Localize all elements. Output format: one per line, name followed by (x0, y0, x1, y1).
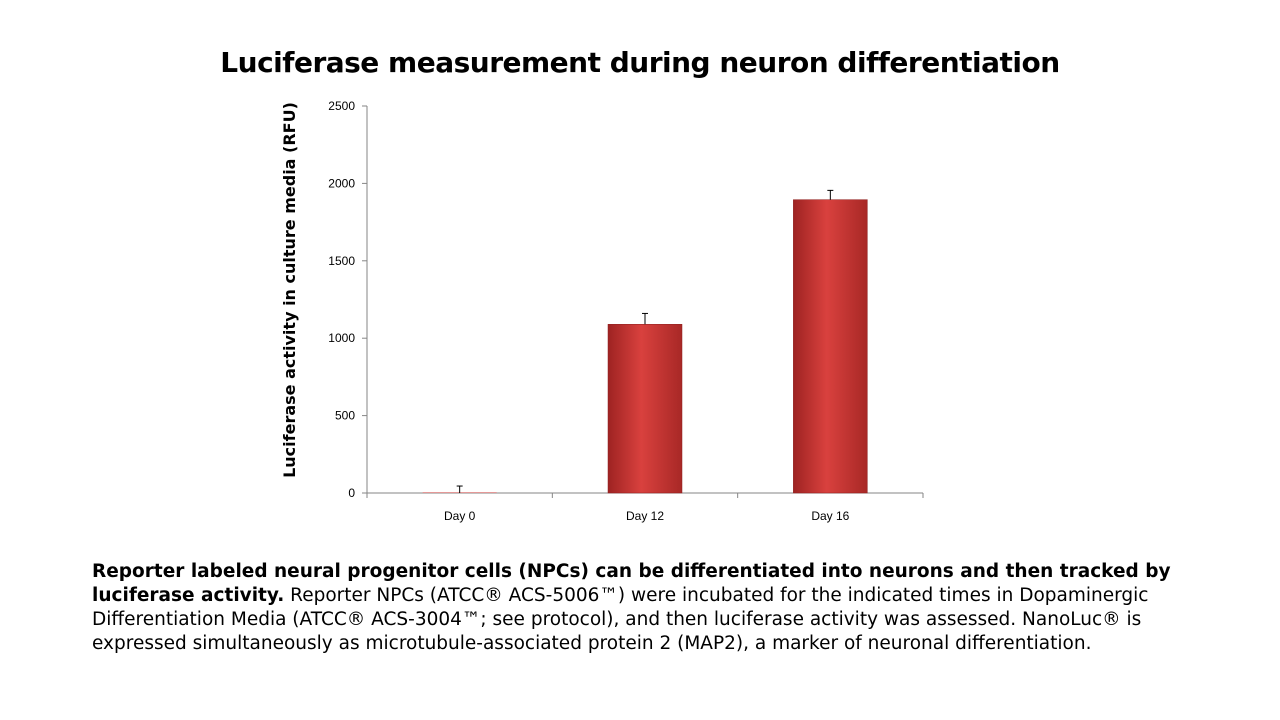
bar-day-12 (607, 324, 683, 494)
y-tick-label: 2500 (328, 99, 355, 113)
y-axis-label: Luciferase activity in culture media (RF… (280, 102, 299, 478)
y-tick-label: 0 (348, 486, 355, 500)
figure-caption: Reporter labeled neural progenitor cells… (92, 560, 1202, 656)
y-tick-label: 1500 (328, 254, 355, 268)
x-tick-label: Day 0 (444, 509, 476, 523)
bars (422, 199, 868, 494)
x-tick-label: Day 12 (626, 509, 664, 523)
x-tick-label: Day 16 (811, 509, 849, 523)
tick-labels: 0 500 1000 1500 2000 2500 Day 0 Day 12 Day 16 (328, 99, 849, 523)
y-tick-label: 500 (335, 409, 355, 423)
caption-body: Reporter NPCs (ATCC® ACS-5006™) were inc… (92, 585, 1149, 654)
bar-day-16 (793, 199, 868, 494)
chart-title: Luciferase measurement during neuron dif… (220, 46, 1060, 79)
error-bars (456, 189, 834, 493)
y-tick-label: 1000 (328, 331, 355, 345)
caption-lead: Reporter labeled neural progenitor cells… (92, 561, 1171, 606)
y-tick-label: 2000 (328, 176, 355, 190)
